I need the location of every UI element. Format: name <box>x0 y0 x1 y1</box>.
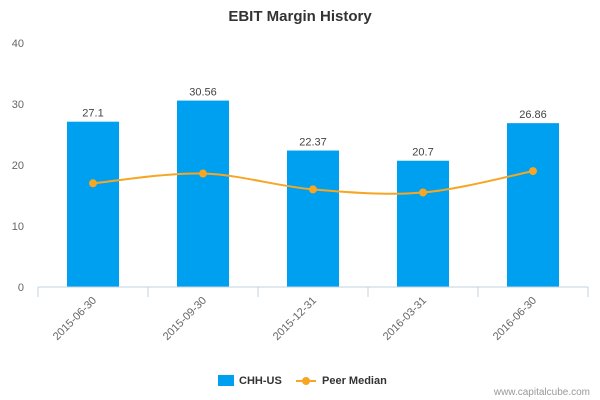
bar-data-label: 22.37 <box>299 137 327 149</box>
bar-series <box>67 100 559 288</box>
peer-median-point-2016-06-30 <box>529 167 537 176</box>
x-tick-label: 2015-09-30 <box>161 295 209 343</box>
credit-text: www.capitalcube.com <box>493 387 590 398</box>
y-tick-label: 30 <box>12 99 24 111</box>
y-tick-label: 0 <box>18 282 24 294</box>
x-tick-label: 2015-12-31 <box>271 295 319 343</box>
peer-median-point-2016-03-31 <box>419 188 427 197</box>
line-series <box>89 167 537 197</box>
x-tick-label: 2016-03-31 <box>381 295 429 343</box>
bar-data-label: 30.56 <box>189 87 217 99</box>
bar-data-label: 20.7 <box>412 147 433 159</box>
peer-median-point-2015-06-30 <box>89 179 97 188</box>
legend-label-chh-us[interactable]: CHH-US <box>239 375 282 387</box>
y-axis: 0 10 20 30 40 <box>12 38 24 294</box>
legend-label-peer-median[interactable]: Peer Median <box>322 375 387 387</box>
bar-2015-09-30 <box>177 100 229 287</box>
x-tick-label: 2016-06-30 <box>491 295 539 343</box>
y-tick-label: 20 <box>12 160 24 172</box>
bar-data-labels: 27.1 30.56 22.37 20.7 26.86 <box>82 87 546 159</box>
y-tick-label: 10 <box>12 221 24 233</box>
bar-2015-12-31 <box>287 150 339 287</box>
legend-marker-peer-median[interactable] <box>302 377 310 385</box>
peer-median-point-2015-09-30 <box>199 169 207 178</box>
y-tick-label: 40 <box>12 38 24 50</box>
bar-2016-06-30 <box>507 123 559 288</box>
bar-data-label: 26.86 <box>519 109 547 121</box>
peer-median-point-2015-12-31 <box>309 185 317 194</box>
chart-title: EBIT Margin History <box>228 8 372 25</box>
bar-2015-06-30 <box>67 121 119 287</box>
bar-data-label: 27.1 <box>82 108 103 120</box>
legend: CHH-US Peer Median <box>218 375 387 387</box>
bar-2016-03-31 <box>397 160 449 287</box>
x-tick-label: 2015-06-30 <box>51 295 99 343</box>
x-axis: 2015-06-30 2015-09-30 2015-12-31 2016-03-31… <box>37 287 589 343</box>
legend-swatch-chh-us[interactable] <box>218 375 234 386</box>
